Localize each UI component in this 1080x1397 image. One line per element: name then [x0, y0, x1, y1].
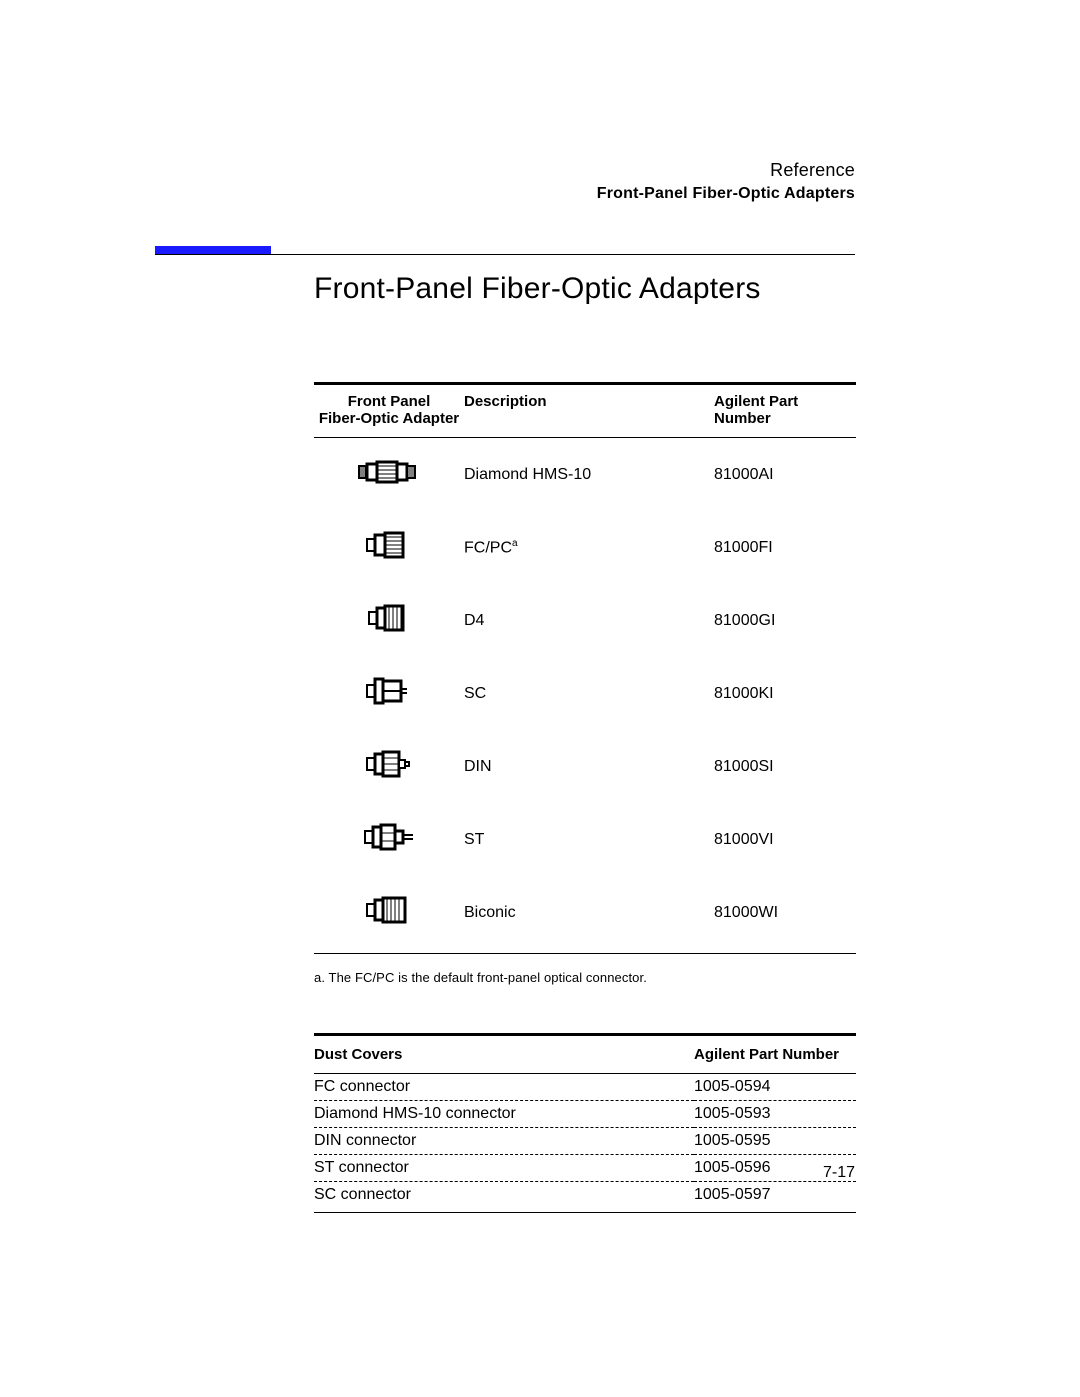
din-adapter-icon: [357, 748, 421, 780]
dust-cover-part-number: 1005-0595: [694, 1128, 856, 1155]
adapter-part-number: 81000WI: [714, 876, 856, 954]
dust-th-part: Agilent Part Number: [694, 1035, 856, 1074]
adapters-th-adapter-l1: Front Panel: [348, 393, 431, 410]
table-row: DIN81000SI: [314, 730, 856, 803]
dust-cover-item: ST connector: [314, 1155, 694, 1182]
adapters-table: Front Panel Fiber-Optic Adapter Descript…: [314, 382, 856, 954]
table-row: Diamond HMS-10 connector1005-0593: [314, 1101, 856, 1128]
table-row: FC connector1005-0594: [314, 1074, 856, 1101]
d4-adapter-icon: [357, 602, 421, 634]
adapter-icon-cell: [314, 876, 464, 954]
adapter-icon-cell: [314, 511, 464, 584]
content-area: Front Panel Fiber-Optic Adapter Descript…: [314, 382, 856, 1213]
adapter-icon-cell: [314, 657, 464, 730]
adapter-description: Biconic: [464, 876, 714, 954]
table-row: SC connector1005-0597: [314, 1182, 856, 1209]
hms10-adapter-icon: [357, 456, 421, 488]
adapter-part-number: 81000SI: [714, 730, 856, 803]
sc-adapter-icon: [357, 675, 421, 707]
page-number: 7-17: [823, 1164, 855, 1182]
adapter-description: ST: [464, 803, 714, 876]
adapter-description: SC: [464, 657, 714, 730]
dust-cover-item: DIN connector: [314, 1128, 694, 1155]
section-tab: [155, 246, 855, 270]
fcpc-adapter-icon: [357, 529, 421, 561]
st-adapter-icon: [357, 821, 421, 853]
page-title: Front-Panel Fiber-Optic Adapters: [314, 272, 761, 306]
adapter-description: Diamond HMS-10: [464, 438, 714, 512]
adapter-part-number: 81000AI: [714, 438, 856, 512]
table-row: DIN connector1005-0595: [314, 1128, 856, 1155]
table-row: SC81000KI: [314, 657, 856, 730]
adapter-part-number: 81000VI: [714, 803, 856, 876]
adapters-th-part: Agilent Part Number: [714, 384, 856, 438]
dust-cover-part-number: 1005-0594: [694, 1074, 856, 1101]
dust-cover-part-number: 1005-0593: [694, 1101, 856, 1128]
table-row: Diamond HMS-1081000AI: [314, 438, 856, 512]
adapter-part-number: 81000KI: [714, 657, 856, 730]
adapter-description: D4: [464, 584, 714, 657]
dust-cover-item: SC connector: [314, 1182, 694, 1209]
biconic-adapter-icon: [357, 894, 421, 926]
dust-covers-table: Dust Covers Agilent Part Number FC conne…: [314, 1033, 856, 1208]
adapter-icon-cell: [314, 730, 464, 803]
adapter-icon-cell: [314, 803, 464, 876]
adapter-part-number: 81000FI: [714, 511, 856, 584]
page: Reference Front-Panel Fiber-Optic Adapte…: [0, 0, 1080, 1397]
adapter-icon-cell: [314, 584, 464, 657]
table-row: FC/PCa81000FI: [314, 511, 856, 584]
adapter-icon-cell: [314, 438, 464, 512]
table-row: ST81000VI: [314, 803, 856, 876]
adapter-part-number: 81000GI: [714, 584, 856, 657]
footnote-label: a.: [314, 970, 325, 985]
dust-cover-item: FC connector: [314, 1074, 694, 1101]
section-tab-accent: [155, 246, 271, 254]
header-reference: Reference: [597, 160, 855, 181]
dust-cover-item: Diamond HMS-10 connector: [314, 1101, 694, 1128]
dust-cover-part-number: 1005-0597: [694, 1182, 856, 1209]
adapter-description: FC/PCa: [464, 511, 714, 584]
dust-th-item: Dust Covers: [314, 1035, 694, 1074]
footnote-text: The FC/PC is the default front-panel opt…: [329, 970, 647, 985]
section-tab-rule: [155, 254, 855, 255]
adapters-tbody: Diamond HMS-1081000AIFC/PCa81000FID48100…: [314, 438, 856, 954]
adapters-th-description: Description: [464, 384, 714, 438]
adapters-th-adapter-l2: Fiber-Optic Adapter: [319, 410, 459, 427]
footnote-marker: a: [512, 538, 518, 549]
dust-table-bottom-rule: [314, 1212, 856, 1213]
table-row: ST connector1005-0596: [314, 1155, 856, 1182]
adapter-description: DIN: [464, 730, 714, 803]
adapters-th-adapter: Front Panel Fiber-Optic Adapter: [314, 384, 464, 438]
table-row: Biconic81000WI: [314, 876, 856, 954]
header-subtitle: Front-Panel Fiber-Optic Adapters: [597, 185, 855, 203]
table-row: D481000GI: [314, 584, 856, 657]
page-header: Reference Front-Panel Fiber-Optic Adapte…: [597, 160, 855, 203]
adapters-footnote: a. The FC/PC is the default front-panel …: [314, 970, 856, 985]
dust-tbody: FC connector1005-0594Diamond HMS-10 conn…: [314, 1074, 856, 1209]
